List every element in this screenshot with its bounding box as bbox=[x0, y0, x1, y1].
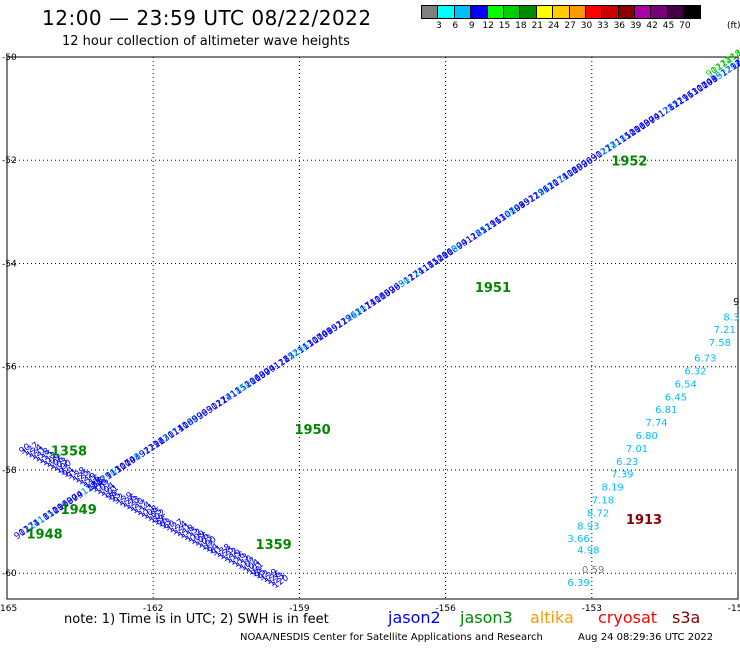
colorbar-label: 70 bbox=[679, 21, 691, 31]
cryosat-wave-value: 7.01 bbox=[626, 444, 648, 455]
colorbar-unit: (ft) bbox=[727, 21, 740, 31]
colorbar-label: 30 bbox=[580, 21, 593, 31]
cryosat-wave-value: 3.66 bbox=[567, 534, 589, 545]
lat-tick-label: -56 bbox=[2, 363, 17, 373]
cryosat-wave-value: 6.54 bbox=[675, 379, 697, 390]
time-labels: 1952 1951 1950 1358 1949 1948 1359 1913 bbox=[26, 154, 662, 553]
time-label: 1951 bbox=[475, 281, 511, 296]
lon-tick-label: -156 bbox=[435, 604, 456, 614]
map-tick-labels: -165 -162 -159 -156 -153 -150 -50 -52 -54 -56 -58 -… bbox=[0, 53, 740, 614]
colorbar-label: 33 bbox=[597, 21, 609, 31]
credit-text: NOAA/NESDIS Center for Satellite Applica… bbox=[240, 632, 543, 643]
cryosat-wave-value: 8.30 bbox=[723, 312, 740, 323]
footer-note: note: 1) Time is in UTC; 2) SWH is in fe… bbox=[64, 612, 329, 627]
colorbar-label: 18 bbox=[515, 21, 527, 31]
colorbar-label: 45 bbox=[662, 21, 675, 31]
time-label: 1913 bbox=[626, 513, 662, 528]
lon-tick-label: -150 bbox=[728, 604, 740, 614]
lat-tick-label: -50 bbox=[2, 53, 17, 63]
cryosat-wave-value: 7.74 bbox=[645, 418, 667, 429]
colorbar-label: 24 bbox=[547, 21, 560, 31]
time-label: 1950 bbox=[295, 423, 331, 438]
lon-tick-label: -162 bbox=[143, 604, 163, 614]
wave-height-value: 115 bbox=[729, 45, 740, 63]
cryosat-wave-value: 6.32 bbox=[684, 366, 706, 377]
time-label: 1949 bbox=[61, 503, 97, 518]
satellite-legend-jason2: jason2 bbox=[388, 608, 441, 627]
cryosat-wave-value: 7.18 bbox=[592, 496, 614, 507]
colorbar-label: 39 bbox=[629, 21, 642, 31]
cryosat-wave-value: 8.72 bbox=[587, 508, 609, 519]
satellite-legend-s3a: s3a bbox=[672, 608, 701, 627]
cryosat-wave-value: 7.58 bbox=[709, 338, 731, 349]
colorbar-label: 6 bbox=[452, 21, 459, 31]
colorbar-label: 21 bbox=[531, 21, 544, 31]
lon-tick-label: -159 bbox=[289, 604, 310, 614]
colorbar-label: 36 bbox=[613, 21, 626, 31]
cryosat-wave-value: 6.81 bbox=[655, 405, 677, 416]
time-label: 1359 bbox=[256, 538, 292, 553]
colorbar-swatch bbox=[683, 5, 701, 19]
page-title: 12:00 — 23:59 UTC 08/22/2022 bbox=[42, 6, 372, 30]
colorbar-label: 3 bbox=[436, 21, 442, 31]
cryosat-wave-value: 7.39 bbox=[611, 470, 633, 481]
lat-tick-label: -54 bbox=[2, 259, 17, 269]
page-subtitle: 12 hour collection of altimeter wave hei… bbox=[62, 34, 350, 49]
time-label: 1948 bbox=[26, 528, 62, 543]
wave-height-value: 112 bbox=[734, 41, 740, 59]
colorbar-label: 27 bbox=[564, 21, 576, 31]
cryosat-wave-value: 7.21 bbox=[714, 325, 736, 336]
time-label: 1952 bbox=[611, 154, 647, 169]
lat-tick-label: -52 bbox=[2, 156, 17, 166]
colorbar-label: 42 bbox=[646, 21, 658, 31]
lon-tick-label: -153 bbox=[582, 604, 602, 614]
colorbar-label: 9 bbox=[468, 21, 475, 31]
time-label: 1358 bbox=[51, 444, 87, 459]
cryosat-wave-value: 6.23 bbox=[616, 457, 638, 468]
wave-height-value: 123 bbox=[729, 55, 740, 73]
map-frame bbox=[6, 56, 739, 600]
lat-tick-label: -60 bbox=[2, 569, 17, 579]
satellite-tracks: 9012712412111811511210910610310097949112… bbox=[13, 41, 740, 591]
cryosat-wave-value: 0.59 bbox=[582, 565, 604, 576]
cryosat-wave-value: 6.73 bbox=[694, 354, 716, 365]
satellite-legend-jason3: jason3 bbox=[460, 608, 513, 627]
lat-tick-label: -58 bbox=[2, 466, 17, 476]
colorbar-label: 12 bbox=[482, 21, 494, 31]
wave-height-value: 120 bbox=[734, 52, 740, 70]
colorbar bbox=[421, 5, 701, 19]
cryosat-wave-value: 6.39 bbox=[567, 578, 589, 589]
lon-tick-label: -165 bbox=[0, 604, 17, 614]
cryosat-wave-value: 6.80 bbox=[636, 431, 658, 442]
cryosat-wave-value: 6.45 bbox=[665, 392, 687, 403]
colorbar-label: 15 bbox=[498, 21, 511, 31]
cryosat-wave-value: 8.93 bbox=[577, 521, 599, 532]
cryosat-values: 9.1 8.30 7.21 7.58 6.736.32 6.54 6.45 6.81 7.74 6… bbox=[567, 297, 740, 589]
cryosat-wave-value: 9.1 bbox=[733, 297, 740, 308]
satellite-legend-cryosat: cryosat bbox=[598, 608, 658, 627]
satellite-legend-altika: altika bbox=[530, 608, 574, 627]
generated-date: Aug 24 08:29:36 UTC 2022 bbox=[578, 632, 714, 643]
cryosat-wave-value: 4.98 bbox=[577, 546, 599, 557]
cryosat-wave-value: 8.19 bbox=[602, 483, 624, 494]
colorbar-labels: 3 6 9 12 15 18 21 24 27 30 33 36 39 42 45 70 bbox=[422, 21, 740, 33]
